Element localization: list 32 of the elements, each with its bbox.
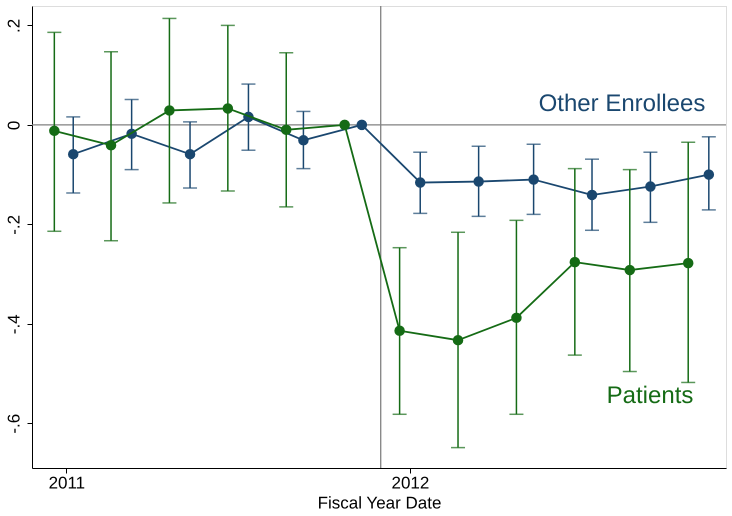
point xyxy=(645,181,656,192)
point xyxy=(528,174,539,185)
point xyxy=(222,103,234,114)
point xyxy=(570,256,580,268)
point xyxy=(68,148,78,160)
y-tick-label: -.4 xyxy=(4,314,24,334)
text: Patients xyxy=(606,382,694,409)
point xyxy=(106,140,116,150)
point xyxy=(49,126,60,136)
y-tick-label: .2 xyxy=(4,18,24,33)
point xyxy=(394,326,405,336)
point xyxy=(511,312,522,324)
point xyxy=(356,120,368,130)
x-tick-label: 2012 xyxy=(392,474,430,492)
y-tick-label: 0 xyxy=(4,120,24,130)
point xyxy=(704,169,714,180)
text: Other Enrollees xyxy=(538,90,706,117)
x-tick-label: 2011 xyxy=(48,474,86,492)
point xyxy=(473,176,484,187)
point xyxy=(339,120,350,130)
point xyxy=(682,258,694,268)
point xyxy=(164,105,175,116)
point xyxy=(624,264,636,276)
x-axis-title: Fiscal Year Date xyxy=(318,494,442,512)
point xyxy=(452,334,464,346)
point xyxy=(414,177,426,188)
y-tick-label: -.6 xyxy=(4,414,24,434)
point xyxy=(298,135,309,146)
point xyxy=(586,190,598,200)
point xyxy=(184,148,196,160)
y-tick-label: -.2 xyxy=(4,214,24,235)
point xyxy=(280,124,292,136)
